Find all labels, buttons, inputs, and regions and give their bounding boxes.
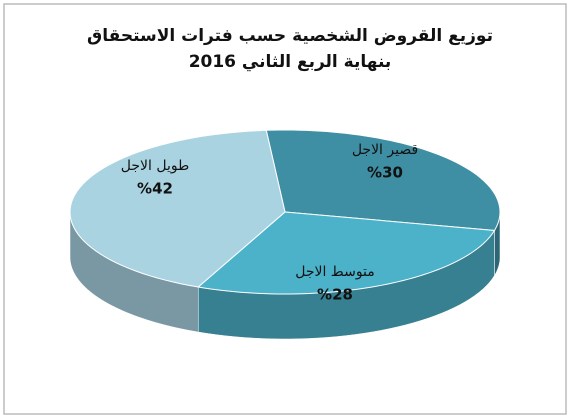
slice-label: قصير الاجل: [352, 142, 418, 158]
pie-slice: [265, 129, 501, 231]
chart-title: توزيع القروض الشخصية حسب فترات الاستحقاق: [87, 26, 493, 46]
chart-subtitle: بنهاية الربع الثاني 2016: [189, 52, 392, 72]
pie-slice: [197, 211, 496, 295]
value-label: %30: [367, 164, 403, 182]
slice-label: متوسط الاجل: [295, 264, 375, 280]
slice-label: طويل الاجل: [121, 158, 189, 174]
pie-slice: [69, 129, 286, 288]
value-label: %28: [317, 286, 353, 304]
value-label: %42: [137, 180, 173, 198]
